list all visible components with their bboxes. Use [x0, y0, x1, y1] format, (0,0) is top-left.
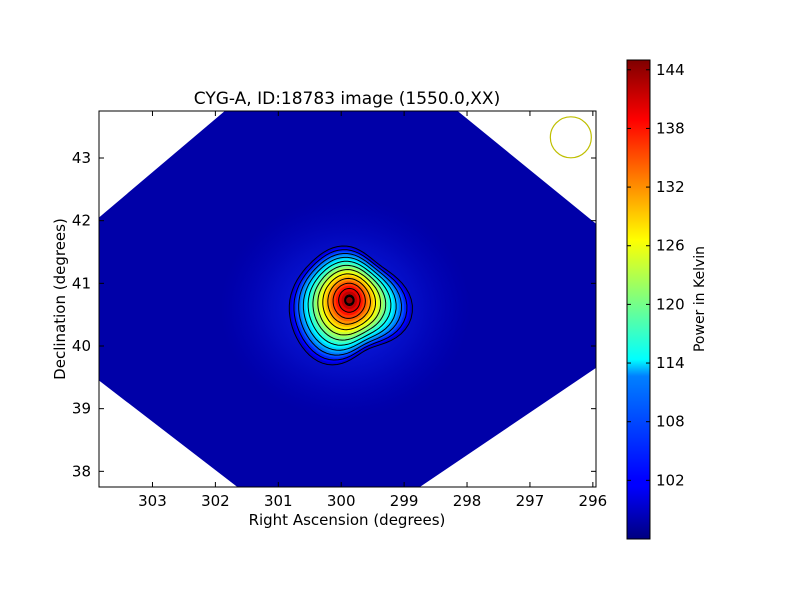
plot-area	[99, 111, 596, 487]
chart-title: CYG-A, ID:18783 image (1550.0,XX)	[194, 89, 500, 109]
x-tick-label: 301	[264, 492, 293, 510]
y-tick-label: 42	[72, 212, 91, 230]
x-tick-label: 296	[579, 492, 608, 510]
colorbar-tick-label: 114	[656, 354, 685, 372]
contour-line	[332, 282, 366, 319]
colorbar-tick-label: 138	[656, 119, 685, 137]
y-tick-label: 39	[72, 400, 91, 418]
contour-line	[312, 264, 387, 341]
beam-marker	[549, 116, 592, 159]
contour-line	[298, 253, 403, 356]
contour-line	[288, 245, 413, 366]
colorbar-tick-label: 108	[656, 413, 685, 431]
y-tick-label: 40	[72, 337, 91, 355]
colorbar-tick-label: 102	[656, 471, 685, 489]
x-tick-label: 299	[390, 492, 419, 510]
contour-line	[344, 294, 355, 306]
axes-frame	[98, 110, 597, 488]
y-axis-label: Declination (degrees)	[51, 218, 69, 380]
contour-line	[322, 273, 376, 331]
colorbar-tick-label: 144	[656, 61, 685, 79]
contour-line	[307, 260, 392, 346]
x-tick-label: 298	[453, 492, 482, 510]
x-tick-label: 297	[516, 492, 545, 510]
colorbar-tick-label: 126	[656, 237, 685, 255]
x-tick-label: 300	[327, 492, 356, 510]
contour-line	[327, 277, 372, 325]
contour-line	[293, 249, 408, 361]
contour-line	[338, 287, 361, 313]
contour-lines	[288, 245, 413, 366]
colorbar-label: Power in Kelvin	[692, 246, 708, 352]
contour-line	[317, 268, 382, 336]
y-axis: 38 39 40 41 42 43	[72, 149, 596, 480]
y-tick-label: 38	[72, 462, 91, 480]
y-tick-label: 41	[72, 274, 91, 292]
x-tick-label: 303	[138, 492, 167, 510]
x-axis: 303 302 301 300 299 298 297 296	[138, 111, 607, 510]
contour-line	[302, 256, 397, 351]
colorbar	[626, 59, 651, 540]
y-tick-label: 43	[72, 149, 91, 167]
x-axis-label: Right Ascension (degrees)	[249, 511, 446, 529]
colorbar-tick-label: 132	[656, 178, 685, 196]
colorbar-ticks: 102 108 114 120 126 132 138 144	[627, 61, 685, 489]
x-tick-label: 302	[201, 492, 230, 510]
peak-marker	[344, 295, 355, 306]
colorbar-tick-label: 120	[656, 295, 685, 313]
